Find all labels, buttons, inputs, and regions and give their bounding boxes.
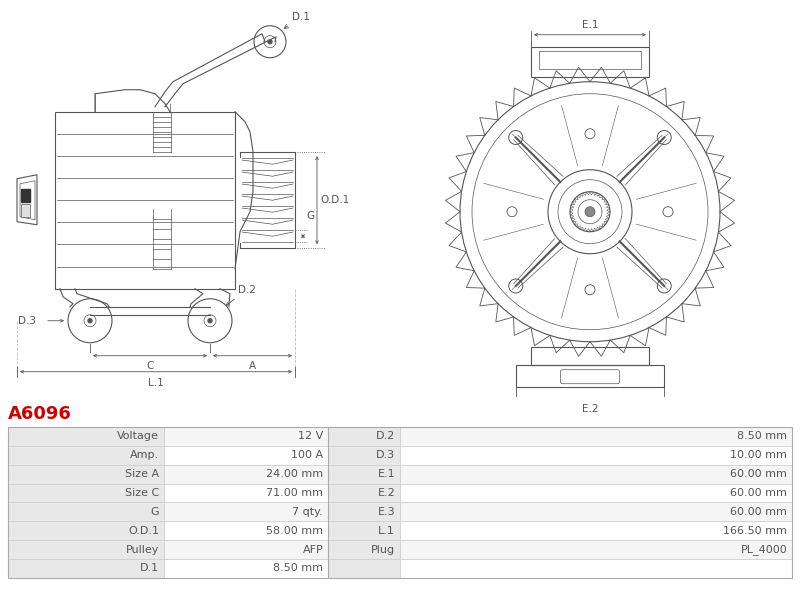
Bar	[328, 465, 400, 484]
Text: 100 A: 100 A	[291, 451, 323, 460]
Text: E.3: E.3	[378, 507, 395, 517]
Bar	[539, 51, 641, 69]
Text: E.1: E.1	[378, 469, 395, 479]
Text: 8.50 mm: 8.50 mm	[273, 564, 323, 573]
Text: Size A: Size A	[125, 469, 159, 479]
Polygon shape	[21, 204, 30, 217]
Text: 60.00 mm: 60.00 mm	[730, 507, 787, 517]
Bar	[328, 427, 400, 446]
Bar	[328, 540, 400, 559]
Text: 71.00 mm: 71.00 mm	[266, 488, 323, 498]
Bar	[164, 446, 328, 465]
Text: Voltage: Voltage	[118, 432, 159, 441]
Text: L.1: L.1	[148, 378, 164, 388]
Text: L.1: L.1	[378, 526, 395, 535]
Text: 58.00 mm: 58.00 mm	[266, 526, 323, 535]
Bar	[164, 465, 328, 484]
Bar	[164, 427, 328, 446]
Bar	[8, 427, 792, 578]
Text: PL_4000: PL_4000	[741, 544, 787, 555]
Bar	[8, 540, 164, 559]
Bar	[400, 465, 792, 484]
Bar	[8, 559, 164, 578]
Text: 10.00 mm: 10.00 mm	[730, 451, 787, 460]
Bar	[400, 446, 792, 465]
Bar	[400, 540, 792, 559]
Circle shape	[268, 39, 272, 44]
Text: Plug: Plug	[371, 545, 395, 554]
Text: 12 V: 12 V	[298, 432, 323, 441]
Bar	[328, 484, 400, 502]
Text: 24.00 mm: 24.00 mm	[266, 469, 323, 479]
Text: E.2: E.2	[378, 488, 395, 498]
Bar	[400, 484, 792, 502]
Text: 7 qty.: 7 qty.	[293, 507, 323, 517]
Text: Pulley: Pulley	[126, 545, 159, 554]
Text: Amp.: Amp.	[130, 451, 159, 460]
Bar	[164, 502, 328, 521]
Bar	[400, 521, 792, 540]
Text: 166.50 mm: 166.50 mm	[723, 526, 787, 535]
Bar	[531, 47, 649, 77]
Bar	[8, 502, 164, 521]
Bar	[164, 484, 328, 502]
Bar	[400, 559, 792, 578]
Text: Size C: Size C	[125, 488, 159, 498]
Text: D.2: D.2	[376, 432, 395, 441]
Bar	[328, 502, 400, 521]
Text: D.1: D.1	[284, 12, 310, 28]
Text: D.3: D.3	[18, 316, 36, 326]
Bar	[328, 521, 400, 540]
Text: C: C	[146, 360, 154, 370]
Text: O.D.1: O.D.1	[128, 526, 159, 535]
Bar	[328, 446, 400, 465]
Circle shape	[88, 319, 92, 323]
Text: AFP: AFP	[302, 545, 323, 554]
Text: D.2: D.2	[226, 284, 256, 305]
Text: D.1: D.1	[140, 564, 159, 573]
Bar	[164, 521, 328, 540]
Bar	[531, 347, 649, 365]
Bar	[400, 502, 792, 521]
Text: E.2: E.2	[582, 403, 598, 413]
Text: A6096: A6096	[8, 405, 72, 423]
Bar	[400, 427, 792, 446]
Bar	[8, 484, 164, 502]
Text: G: G	[306, 211, 314, 221]
Text: G: G	[150, 507, 159, 517]
Circle shape	[208, 319, 212, 323]
Text: 60.00 mm: 60.00 mm	[730, 488, 787, 498]
Text: 8.50 mm: 8.50 mm	[738, 432, 787, 441]
Text: O.D.1: O.D.1	[320, 195, 350, 205]
Text: D.3: D.3	[376, 451, 395, 460]
Circle shape	[585, 207, 595, 217]
Bar	[8, 427, 164, 446]
Bar	[328, 559, 400, 578]
Text: E.1: E.1	[582, 20, 598, 29]
Bar	[8, 465, 164, 484]
Text: A: A	[249, 360, 256, 370]
Bar	[8, 446, 164, 465]
Bar	[8, 521, 164, 540]
Bar	[516, 365, 664, 387]
Bar	[164, 559, 328, 578]
Polygon shape	[21, 188, 30, 201]
Bar	[164, 540, 328, 559]
Text: 60.00 mm: 60.00 mm	[730, 469, 787, 479]
